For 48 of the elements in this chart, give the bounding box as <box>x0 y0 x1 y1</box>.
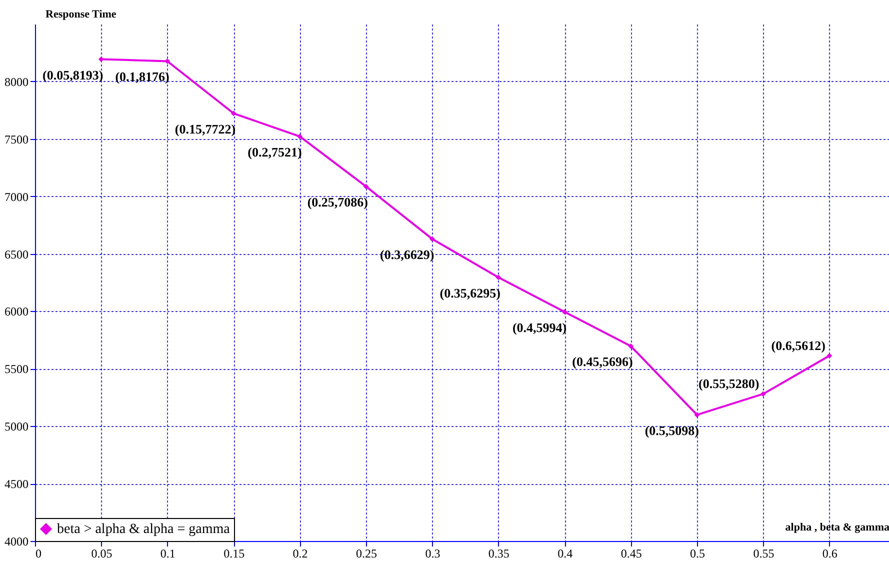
point <box>496 274 502 280</box>
data-label: (0.25,7086) <box>307 194 368 210</box>
x-tick-label: 0.3 <box>425 546 440 560</box>
x-tick-label: 0.45 <box>620 546 642 560</box>
x-axis-title: alpha , beta & gamma <box>785 522 889 534</box>
data-label: (0.55,5280) <box>698 376 760 391</box>
point <box>363 184 369 190</box>
data-label: (0.1,8176) <box>115 69 170 84</box>
data-label: (0.35,6295) <box>440 285 500 300</box>
data-label: (0.4,5994) <box>512 320 567 335</box>
data-label: (0.05,8193) <box>42 67 104 82</box>
y-tick-label: 4500 <box>4 477 28 492</box>
x-tick-label: 0.1 <box>160 546 176 560</box>
x-tick-label: 0 <box>36 546 42 560</box>
y-tick-label: 6500 <box>4 247 28 262</box>
data-label: (0.2,7521) <box>248 144 302 160</box>
data-label: (0.6,5612) <box>771 338 826 353</box>
y-tick-label: 7500 <box>4 132 28 146</box>
point <box>98 56 104 62</box>
x-tick-label: 0.35 <box>488 546 510 560</box>
x-tick-label: 0.6 <box>822 546 838 560</box>
y-axis-title: Response Time <box>46 8 116 20</box>
y-tick-label: 5000 <box>4 420 28 434</box>
point <box>826 353 832 359</box>
x-tick-label: 0.2 <box>292 546 308 560</box>
point <box>230 110 236 116</box>
point <box>429 236 435 242</box>
x-tick-label: 0.55 <box>753 546 774 560</box>
y-tick-label: 4000 <box>4 534 28 548</box>
y-tick-label: 5500 <box>4 362 28 376</box>
y-tick-label: 6000 <box>4 304 28 319</box>
x-tick-label: 0.15 <box>224 546 245 560</box>
legend-label: beta > alpha & alpha = gamma <box>57 522 231 537</box>
data-label: (0.5,5098) <box>644 422 700 438</box>
data-label: (0.15,7722) <box>174 121 236 136</box>
point <box>694 412 700 418</box>
x-tick-label: 0.25 <box>356 546 378 560</box>
x-tick-label: 0.5 <box>690 546 706 560</box>
y-tick-label: 7000 <box>4 190 28 204</box>
x-tick-label: 0.4 <box>558 546 573 560</box>
point <box>760 391 766 397</box>
point <box>562 309 568 315</box>
data-label: (0.45,5696) <box>572 354 633 370</box>
data-label: (0.3,6629) <box>380 246 434 262</box>
point <box>297 134 303 140</box>
point <box>628 343 634 349</box>
x-tick-label: 0.05 <box>91 546 112 560</box>
y-tick-label: 8000 <box>4 74 28 89</box>
